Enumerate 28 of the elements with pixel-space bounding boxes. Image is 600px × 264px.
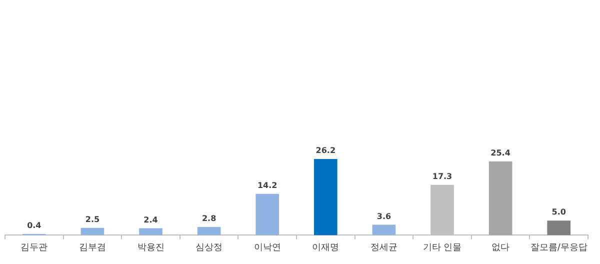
x-tick-label: 이재명 bbox=[312, 242, 340, 253]
data-label: 3.6 bbox=[376, 212, 392, 221]
bar bbox=[314, 159, 338, 236]
data-label: 25.4 bbox=[490, 148, 511, 158]
x-tick-label: 김부겸 bbox=[78, 242, 106, 253]
bar bbox=[372, 224, 396, 236]
x-tick-label: 박용진 bbox=[137, 242, 164, 253]
data-label: 17.3 bbox=[432, 172, 452, 181]
data-label: 0.4 bbox=[27, 221, 42, 230]
x-tick-label: 심상정 bbox=[196, 242, 223, 253]
data-label: 26.2 bbox=[316, 146, 336, 156]
data-label: 2.4 bbox=[144, 215, 158, 224]
data-label: 14.2 bbox=[257, 181, 278, 190]
bar bbox=[197, 227, 221, 236]
bar bbox=[256, 194, 280, 236]
bar bbox=[488, 161, 512, 236]
bar bbox=[547, 220, 571, 236]
x-tick-label: 김두관 bbox=[20, 242, 48, 253]
data-label: 2.5 bbox=[85, 215, 100, 224]
x-tick-label: 잘모름/무응답 bbox=[530, 242, 588, 253]
bar bbox=[139, 228, 162, 236]
x-tick-label: 기타 인물 bbox=[422, 242, 462, 253]
data-label: 5.0 bbox=[552, 208, 566, 217]
x-tick-label: 이낙연 bbox=[254, 242, 281, 253]
data-label: 2.8 bbox=[202, 214, 217, 224]
bar bbox=[80, 228, 104, 236]
x-tick-label: 없다 bbox=[492, 242, 510, 253]
x-tick-label: 정세균 bbox=[370, 242, 398, 253]
